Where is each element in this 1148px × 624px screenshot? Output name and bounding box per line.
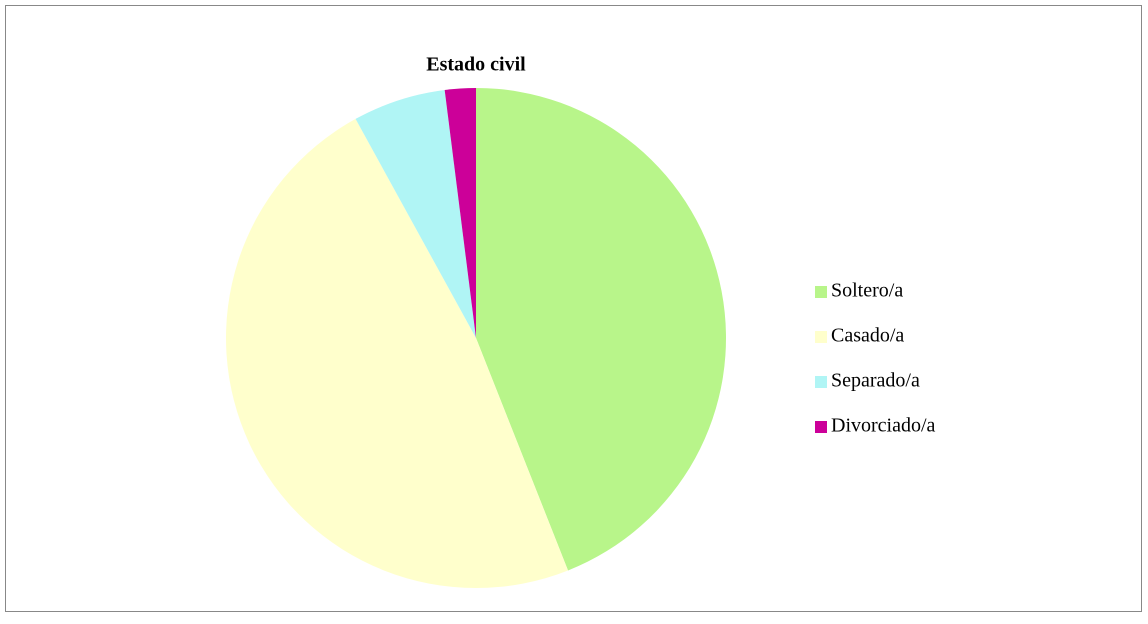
pie-slice <box>476 88 726 571</box>
legend-label: Casado/a <box>831 325 904 347</box>
legend-label: Soltero/a <box>831 280 903 302</box>
pie-slice <box>444 88 476 338</box>
legend-swatch <box>815 421 827 433</box>
legend-swatch <box>815 331 827 343</box>
pie-slice <box>355 89 476 339</box>
legend-label: Divorciado/a <box>831 415 936 437</box>
legend-swatch <box>815 376 827 388</box>
pie-slice <box>226 118 569 588</box>
chart-title: Estado civil <box>426 54 526 76</box>
legend-swatch <box>815 286 827 298</box>
legend-label: Separado/a <box>831 370 920 392</box>
